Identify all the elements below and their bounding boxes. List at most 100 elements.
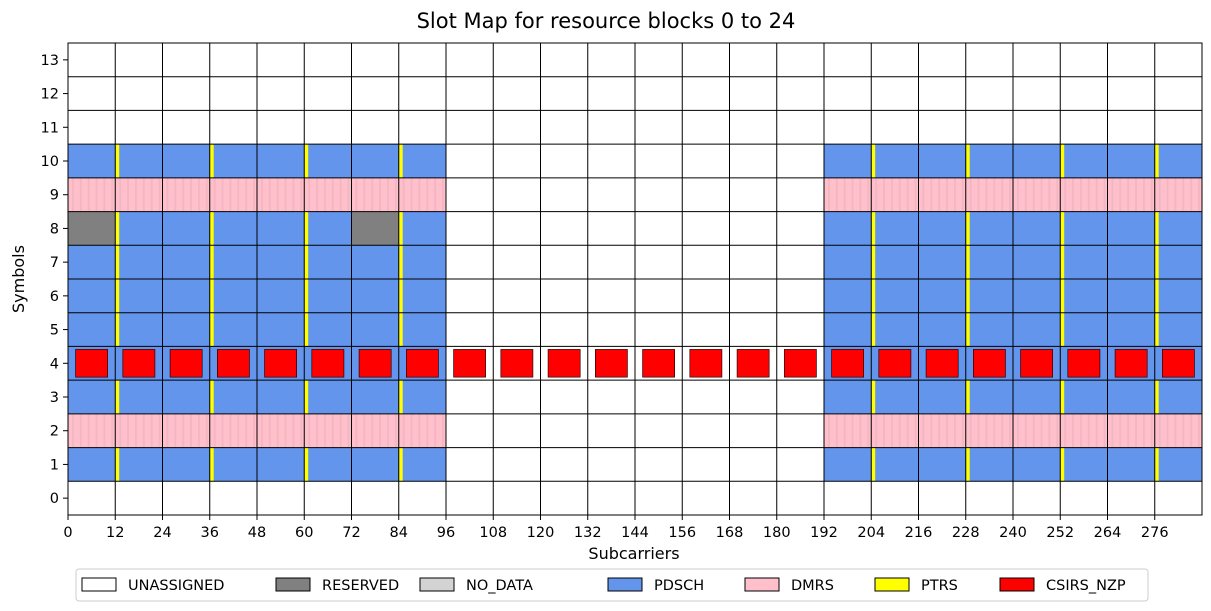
cell-pdsch bbox=[351, 245, 399, 279]
ptrs-cell bbox=[1060, 380, 1065, 414]
cell-unassigned bbox=[540, 245, 588, 279]
y-tick-label: 9 bbox=[50, 188, 59, 204]
cell-dmrs bbox=[871, 177, 919, 212]
cell-pdsch bbox=[115, 279, 163, 313]
cell-dmrs bbox=[209, 413, 257, 448]
dmrs-subcarrier bbox=[1032, 413, 1035, 448]
cell-pdsch bbox=[1107, 312, 1155, 347]
cell-unassigned bbox=[446, 144, 494, 178]
cell-dmrs bbox=[1154, 177, 1202, 212]
cell-pdsch bbox=[304, 279, 352, 313]
cell-unassigned bbox=[776, 76, 824, 111]
ptrs-cell bbox=[871, 211, 876, 246]
cell-pdsch bbox=[351, 144, 399, 178]
dmrs-subcarrier bbox=[158, 413, 161, 448]
cell-unassigned bbox=[446, 43, 494, 77]
cell-pdsch bbox=[1013, 447, 1061, 482]
cell-dmrs bbox=[68, 413, 116, 448]
dmrs-subcarrier bbox=[150, 413, 153, 448]
cell-unassigned bbox=[682, 144, 730, 178]
cell-unassigned bbox=[209, 481, 257, 515]
dmrs-subcarrier bbox=[867, 177, 870, 212]
csirs-cell bbox=[169, 349, 203, 378]
dmrs-subcarrier bbox=[442, 177, 445, 212]
cell-unassigned bbox=[918, 110, 966, 145]
dmrs-subcarrier bbox=[875, 177, 878, 212]
cell-pdsch bbox=[1060, 245, 1108, 279]
dmrs-subcarrier bbox=[245, 413, 248, 448]
dmrs-subcarrier bbox=[79, 177, 82, 212]
cell-dmrs bbox=[351, 177, 399, 212]
dmrs-subcarrier bbox=[127, 413, 130, 448]
x-axis-label: Subcarriers bbox=[588, 544, 679, 563]
dmrs-subcarrier bbox=[851, 177, 854, 212]
cell-unassigned bbox=[68, 76, 116, 111]
dmrs-subcarrier bbox=[1064, 177, 1067, 212]
cell-unassigned bbox=[257, 110, 305, 145]
dmrs-subcarrier bbox=[906, 413, 909, 448]
dmrs-subcarrier bbox=[922, 177, 925, 212]
cell-unassigned bbox=[729, 144, 777, 178]
ptrs-cell bbox=[304, 211, 309, 246]
cell-unassigned bbox=[587, 110, 635, 145]
cell-unassigned bbox=[493, 481, 541, 515]
dmrs-subcarrier bbox=[1142, 413, 1145, 448]
cell-pdsch bbox=[824, 245, 872, 279]
dmrs-subcarrier bbox=[1158, 413, 1161, 448]
cell-pdsch bbox=[1107, 144, 1155, 178]
y-tick-label: 6 bbox=[50, 289, 59, 305]
cell-pdsch bbox=[1154, 245, 1202, 279]
ptrs-cell bbox=[871, 279, 876, 313]
cell-pdsch bbox=[162, 312, 210, 347]
dmrs-subcarrier bbox=[1127, 413, 1130, 448]
cell-unassigned bbox=[918, 43, 966, 77]
cell-pdsch bbox=[209, 312, 257, 347]
dmrs-subcarrier bbox=[835, 177, 838, 212]
cell-dmrs bbox=[162, 413, 210, 448]
cell-unassigned bbox=[729, 245, 777, 279]
dmrs-subcarrier bbox=[79, 413, 82, 448]
cell-dmrs bbox=[1013, 413, 1061, 448]
ptrs-cell bbox=[115, 211, 120, 246]
cell-pdsch bbox=[824, 211, 872, 246]
x-tick-label: 156 bbox=[668, 525, 696, 541]
cell-dmrs bbox=[162, 177, 210, 212]
ptrs-cell bbox=[965, 279, 970, 313]
cell-pdsch bbox=[398, 245, 446, 279]
cell-dmrs bbox=[1107, 177, 1155, 212]
cell-reserved bbox=[68, 211, 116, 246]
ptrs-cell bbox=[115, 144, 120, 178]
x-tick-label: 120 bbox=[527, 525, 555, 541]
cell-pdsch bbox=[871, 279, 919, 313]
ptrs-cell bbox=[965, 211, 970, 246]
dmrs-subcarrier bbox=[87, 413, 90, 448]
cell-unassigned bbox=[776, 447, 824, 482]
ptrs-cell bbox=[304, 245, 309, 279]
dmrs-subcarrier bbox=[883, 413, 886, 448]
cell-dmrs bbox=[68, 177, 116, 212]
cell-pdsch bbox=[1013, 144, 1061, 178]
ptrs-cell bbox=[1060, 144, 1065, 178]
dmrs-subcarrier bbox=[213, 177, 216, 212]
cell-unassigned bbox=[540, 177, 588, 212]
dmrs-subcarrier bbox=[1079, 413, 1082, 448]
x-tick-label: 192 bbox=[810, 525, 838, 541]
cell-unassigned bbox=[540, 380, 588, 414]
dmrs-subcarrier bbox=[1111, 413, 1114, 448]
dmrs-subcarrier bbox=[1166, 177, 1169, 212]
dmrs-subcarrier bbox=[418, 177, 421, 212]
dmrs-subcarrier bbox=[292, 413, 295, 448]
cell-unassigned bbox=[729, 413, 777, 448]
x-axis: 0 12 24 36 48 60 72 84 96 108 120 132 144 156 168 180 19… bbox=[63, 515, 1169, 541]
cell-pdsch bbox=[162, 380, 210, 414]
cell-pdsch bbox=[871, 380, 919, 414]
ptrs-cell bbox=[304, 279, 309, 313]
dmrs-subcarrier bbox=[1095, 177, 1098, 212]
dmrs-subcarrier bbox=[371, 177, 374, 212]
dmrs-subcarrier bbox=[119, 177, 122, 212]
ptrs-cell bbox=[1154, 279, 1159, 313]
cell-unassigned bbox=[587, 279, 635, 313]
dmrs-subcarrier bbox=[985, 413, 988, 448]
cell-dmrs bbox=[1154, 413, 1202, 448]
